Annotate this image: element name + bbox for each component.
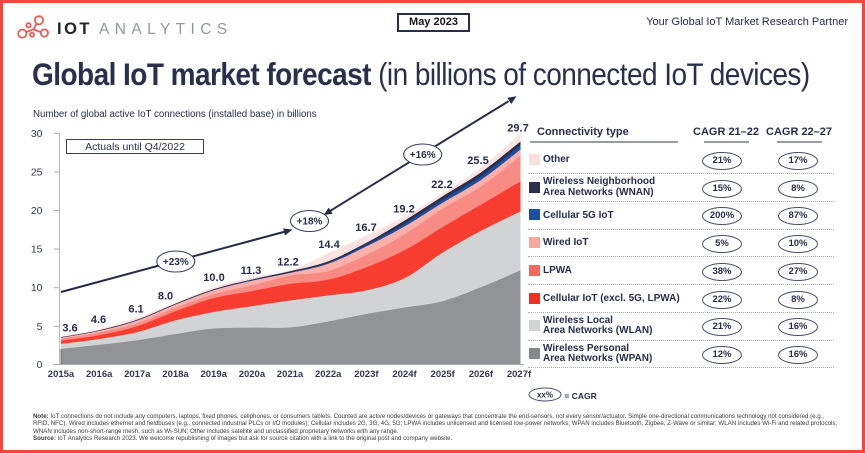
svg-text:2027f: 2027f xyxy=(507,369,532,380)
svg-text:10: 10 xyxy=(31,282,43,294)
svg-text:0: 0 xyxy=(37,359,43,371)
svg-text:2026f: 2026f xyxy=(469,369,494,380)
svg-text:5: 5 xyxy=(37,321,43,333)
svg-text:+18%: +18% xyxy=(297,217,323,228)
svg-text:25.5: 25.5 xyxy=(467,155,488,167)
svg-text:2022a: 2022a xyxy=(315,369,342,380)
svg-text:3.6: 3.6 xyxy=(62,323,77,335)
svg-text:14.4: 14.4 xyxy=(318,239,340,251)
svg-text:12.2: 12.2 xyxy=(277,257,298,269)
svg-text:xx%: xx% xyxy=(537,391,553,400)
svg-text:2025f: 2025f xyxy=(431,369,456,380)
svg-text:20: 20 xyxy=(31,205,43,217)
svg-text:11.3: 11.3 xyxy=(241,265,262,277)
svg-text:25: 25 xyxy=(31,167,43,179)
svg-text:2021a: 2021a xyxy=(277,369,304,380)
svg-text:15: 15 xyxy=(31,244,43,256)
svg-text:10.0: 10.0 xyxy=(203,272,224,284)
svg-text:16.7: 16.7 xyxy=(355,222,376,234)
svg-text:8.0: 8.0 xyxy=(158,291,173,303)
svg-text:2015a: 2015a xyxy=(48,369,75,380)
svg-text:2023f: 2023f xyxy=(354,369,379,380)
svg-text:2018a: 2018a xyxy=(162,369,189,380)
svg-text:2024f: 2024f xyxy=(392,369,417,380)
svg-text:22.2: 22.2 xyxy=(431,179,452,191)
svg-text:6.1: 6.1 xyxy=(128,304,143,316)
svg-text:4.6: 4.6 xyxy=(91,314,106,326)
svg-text:29.7: 29.7 xyxy=(507,123,528,135)
svg-text:2020a: 2020a xyxy=(239,369,266,380)
svg-text:2016a: 2016a xyxy=(86,369,113,380)
svg-text:2019a: 2019a xyxy=(200,369,227,380)
svg-text:19.2: 19.2 xyxy=(393,204,414,216)
svg-text:30: 30 xyxy=(31,128,43,140)
svg-text:2017a: 2017a xyxy=(124,369,151,380)
svg-text:+16%: +16% xyxy=(410,150,436,161)
svg-text:+23%: +23% xyxy=(163,257,189,268)
